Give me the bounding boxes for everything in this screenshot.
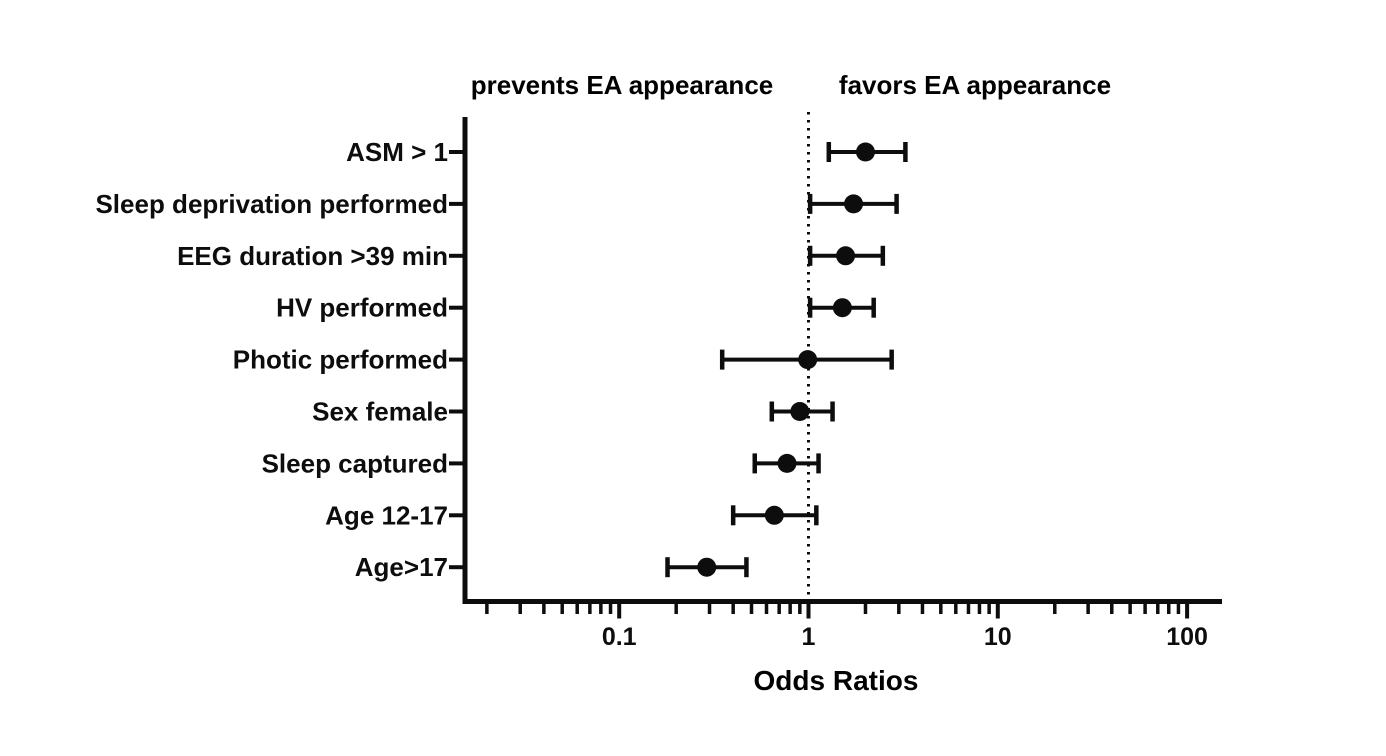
category-label: Sleep deprivation performed [95,189,448,219]
forest-row: Photic performed [233,345,894,375]
forest-row: ASM > 1 [346,137,908,167]
forest-row: Age>17 [355,552,749,582]
or-point-marker [855,142,875,162]
x-tick-label: 0.1 [602,623,637,651]
forest-row: Sleep deprivation performed [95,189,899,219]
category-label: Sex female [312,397,448,427]
or-point-marker [764,505,784,525]
axes: 0.1 1 10 100 [462,112,1222,651]
x-axis-title: Odds Ratios [754,665,919,696]
header-prevents-label: prevents EA appearance [471,70,774,100]
or-point-marker [832,298,852,318]
category-label: EEG duration >39 min [177,241,448,271]
forest-row: Age 12-17 [325,500,819,530]
or-point-marker [844,194,864,214]
or-point-marker [777,453,797,473]
or-point-marker [798,350,818,370]
data-rows: ASM > 1 Sleep deprivation performed EEG du… [95,137,908,582]
header-favors-label: favors EA appearance [839,70,1111,100]
forest-row: Sleep captured [262,448,821,478]
forest-row: HV performed [276,293,876,323]
category-label: Photic performed [233,345,448,375]
or-point-marker [836,246,856,266]
x-tick-label: 1 [802,623,816,651]
category-label: ASM > 1 [346,137,448,167]
or-point-marker [790,402,810,421]
x-tick-label: 100 [1166,623,1208,651]
forest-row: EEG duration >39 min [177,241,886,271]
or-point-marker [697,557,717,577]
category-label: HV performed [276,293,448,323]
category-label: Age>17 [355,552,448,582]
category-label: Sleep captured [262,448,448,478]
x-tick-label: 10 [984,623,1012,651]
forest-row: Sex female [312,397,835,427]
category-label: Age 12-17 [325,500,448,530]
